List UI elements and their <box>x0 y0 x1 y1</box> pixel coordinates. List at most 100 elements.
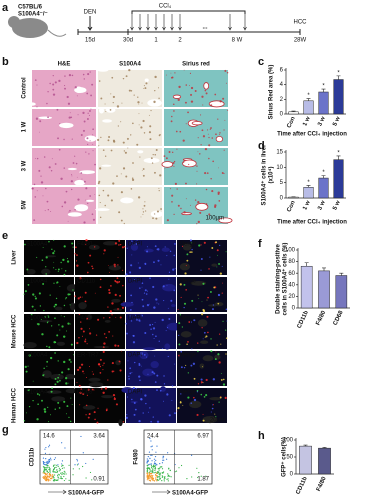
cell <box>116 281 119 284</box>
x-tick-label: CD11b <box>297 310 310 330</box>
event <box>61 442 63 444</box>
panel-label: a <box>2 2 9 14</box>
cell <box>196 223 198 225</box>
cell <box>24 243 26 246</box>
cell <box>197 294 199 296</box>
cell <box>113 140 116 143</box>
cell <box>126 247 128 249</box>
cell <box>200 381 203 384</box>
cell <box>140 314 143 317</box>
cell <box>76 254 78 256</box>
y-tick-label: 0 <box>292 306 296 312</box>
cell <box>42 282 45 285</box>
bar <box>333 159 344 199</box>
cell <box>202 413 204 415</box>
cell <box>109 271 111 273</box>
cell <box>149 324 152 326</box>
event <box>149 479 151 481</box>
cell <box>104 103 106 105</box>
cell <box>214 358 217 361</box>
cell <box>158 187 160 189</box>
micrograph <box>24 388 74 423</box>
cell <box>225 251 227 253</box>
event <box>61 472 64 474</box>
cell <box>96 421 99 424</box>
cell <box>158 190 160 192</box>
cell <box>208 136 210 139</box>
event <box>56 464 58 466</box>
cell <box>137 262 139 264</box>
cell <box>134 314 136 316</box>
cell <box>34 158 36 160</box>
cell <box>71 404 73 406</box>
event <box>158 469 160 471</box>
cell <box>54 377 57 380</box>
event <box>85 462 87 465</box>
channel-label: DAPI <box>128 390 142 396</box>
mouse-genotype: S100A4⁻/⁻ <box>18 12 48 18</box>
cell <box>47 315 49 317</box>
event <box>162 455 164 457</box>
cell <box>215 416 217 418</box>
error-bar <box>321 88 326 92</box>
cell <box>129 372 132 375</box>
event <box>50 474 52 476</box>
event <box>167 475 169 477</box>
cell <box>148 114 150 116</box>
cell <box>163 299 165 302</box>
cell <box>119 316 122 319</box>
cell <box>171 201 173 203</box>
event <box>158 476 160 478</box>
event <box>60 477 63 480</box>
structure <box>164 343 171 350</box>
cell <box>87 112 89 114</box>
cell <box>197 220 200 224</box>
cell <box>144 201 146 203</box>
structure <box>111 298 121 303</box>
x-tick-label: F4/80 <box>315 309 327 326</box>
cell <box>156 374 159 377</box>
cell <box>205 92 208 95</box>
event <box>44 464 47 466</box>
cell <box>127 360 129 362</box>
cell <box>85 151 87 153</box>
cell <box>45 266 47 268</box>
cell <box>212 404 214 406</box>
event <box>47 471 49 474</box>
cell <box>150 328 152 330</box>
cell <box>171 115 173 118</box>
cell <box>67 220 69 222</box>
cell <box>223 173 225 175</box>
cell <box>59 123 61 125</box>
structure <box>85 199 95 202</box>
cell <box>125 416 129 419</box>
significance: * <box>337 70 340 76</box>
cell <box>59 329 61 331</box>
cell <box>199 114 202 116</box>
cell <box>34 196 37 198</box>
cell <box>140 352 143 355</box>
event <box>167 473 169 475</box>
cell <box>148 131 152 134</box>
cell <box>142 119 145 123</box>
cell <box>131 301 133 304</box>
cell <box>214 205 217 209</box>
cell <box>189 72 192 74</box>
y-tick-label: 40 <box>288 282 295 288</box>
cell <box>143 88 145 89</box>
x-tick-label: CD11b <box>295 476 308 496</box>
cell <box>71 174 73 176</box>
cell <box>178 334 180 336</box>
event <box>156 464 158 466</box>
cell <box>47 209 50 211</box>
cell <box>118 244 120 246</box>
event <box>89 471 92 474</box>
event <box>154 465 157 467</box>
cell <box>51 158 53 160</box>
cell <box>69 420 72 423</box>
cell <box>183 161 185 163</box>
event <box>149 469 151 471</box>
event <box>149 457 151 459</box>
event <box>42 466 45 468</box>
cell <box>220 343 222 345</box>
